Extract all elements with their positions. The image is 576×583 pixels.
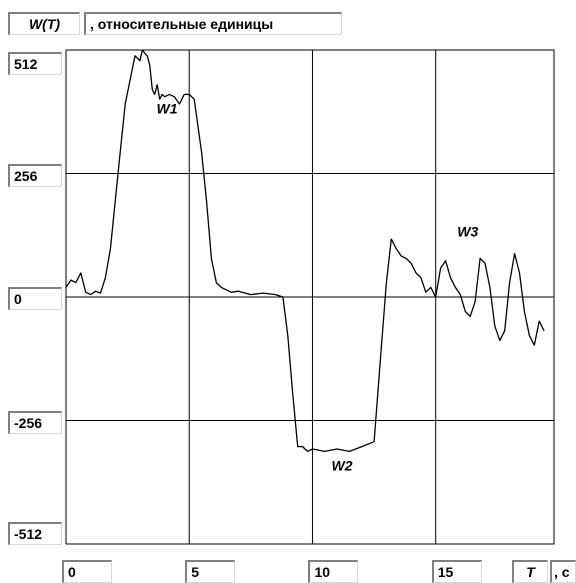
x-tick-label: 0 (62, 560, 112, 583)
y-tick-label: 512 (8, 52, 62, 75)
series-line-w (65, 49, 545, 453)
y-tick-label: -256 (8, 410, 62, 434)
annotation-label-2: W3 (457, 224, 478, 240)
x-tick-label: 5 (185, 560, 236, 583)
x-axis-units: , с (550, 560, 576, 583)
annotation-label-0: W1 (157, 101, 178, 117)
y-axis-symbol: W(T) (8, 12, 80, 35)
y-tick-label: 0 (8, 287, 62, 310)
y-tick-label: 256 (8, 163, 62, 187)
y-tick-label: -512 (8, 522, 62, 545)
annotation-label-1: W2 (332, 458, 353, 474)
x-tick-label: 15 (431, 560, 482, 583)
y-axis-units: , относительные единицы (84, 12, 342, 35)
annotations: W1 W2 W3 (157, 101, 479, 474)
x-tick-label: 10 (308, 560, 359, 583)
grid-lines (66, 50, 554, 544)
x-axis-symbol: T (512, 560, 548, 583)
